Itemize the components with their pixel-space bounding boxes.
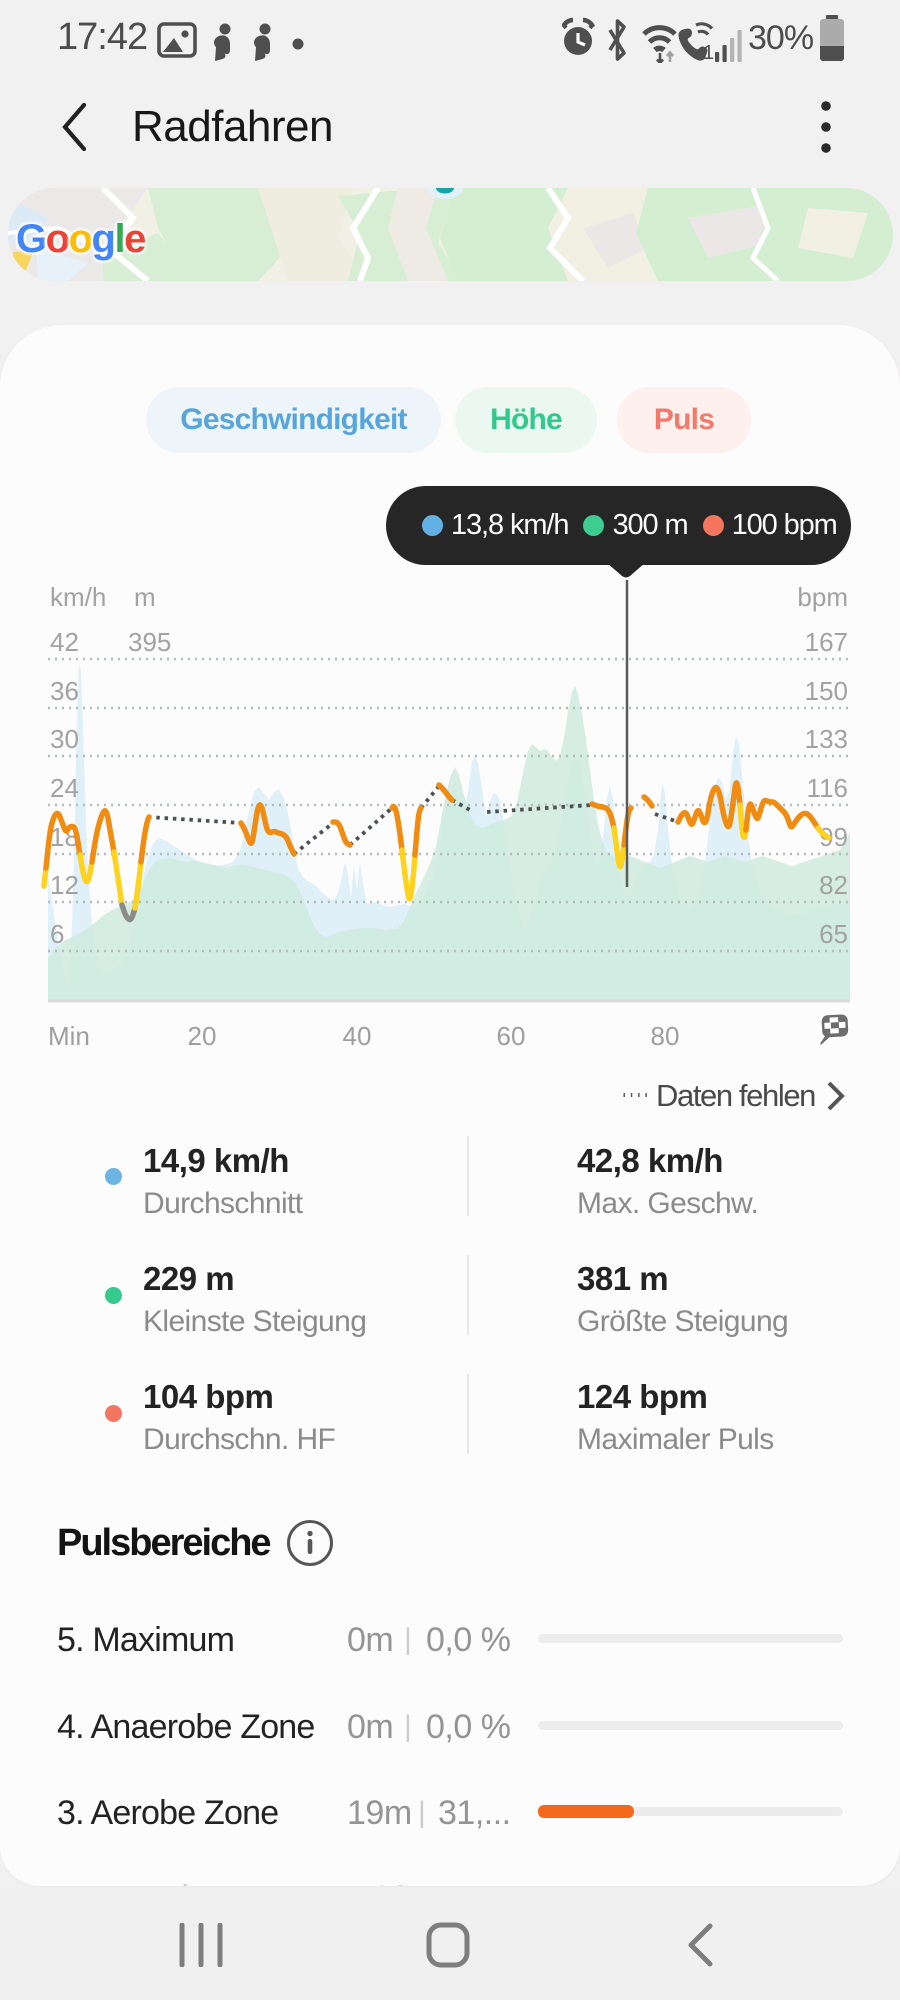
- svg-text:116: 116: [807, 773, 848, 803]
- svg-text:395: 395: [128, 627, 171, 657]
- svg-text:6: 6: [50, 919, 64, 949]
- svg-text:bpm: bpm: [797, 582, 848, 612]
- svg-text:1: 1: [703, 42, 714, 63]
- svg-text:150: 150: [805, 676, 848, 706]
- svg-text:36: 36: [50, 676, 79, 706]
- svg-text:82: 82: [819, 870, 848, 900]
- svg-text:42: 42: [50, 627, 79, 657]
- svg-text:12: 12: [50, 870, 79, 900]
- svg-text:24: 24: [50, 773, 79, 803]
- svg-text:30: 30: [50, 724, 79, 754]
- svg-text:65: 65: [819, 919, 848, 949]
- svg-text:133: 133: [805, 724, 848, 754]
- svg-text:167: 167: [805, 627, 848, 657]
- svg-text:km/h: km/h: [50, 582, 106, 612]
- svg-text:m: m: [134, 582, 156, 612]
